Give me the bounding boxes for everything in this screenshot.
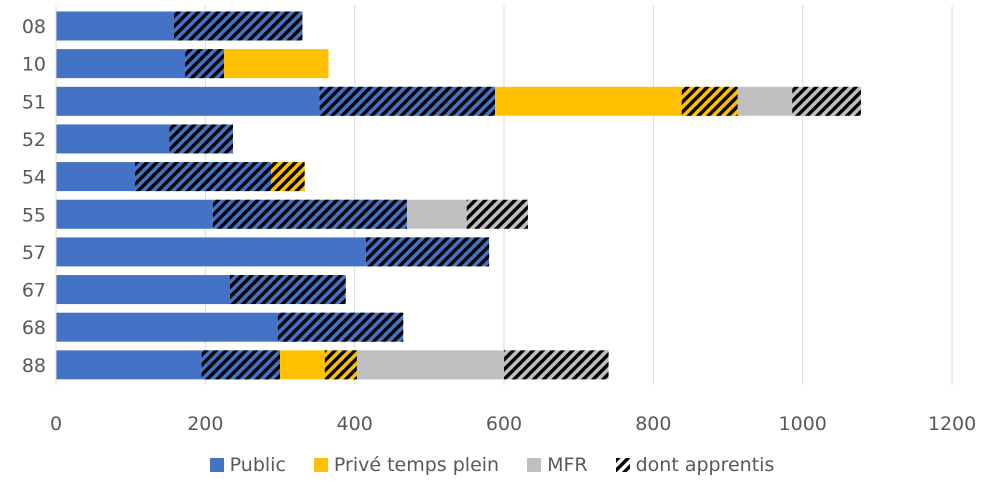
bar-10-priv-temps-plein[interactable] — [224, 49, 329, 79]
y-tick-label-88: 88 — [22, 355, 46, 377]
legend-swatch-apprentis — [615, 458, 630, 472]
y-tick-label-57: 57 — [22, 242, 46, 264]
bars — [56, 11, 861, 380]
y-tick-label-54: 54 — [22, 167, 46, 189]
legend-item-mfr[interactable]: MFR — [527, 454, 588, 476]
y-tick-label-68: 68 — [22, 317, 46, 339]
hatch-68-public — [277, 312, 404, 342]
y-tick-label-55: 55 — [22, 204, 46, 226]
legend-item-public[interactable]: Public — [209, 454, 286, 476]
bar-51-public[interactable] — [56, 86, 320, 116]
bar-55-mfr[interactable] — [406, 199, 467, 229]
hatch-51-public — [319, 86, 496, 116]
legend-swatch-public — [209, 458, 224, 472]
bar-67-public[interactable] — [56, 275, 230, 305]
x-tick-label-600: 600 — [486, 413, 522, 435]
hatch-88-public — [201, 350, 281, 380]
bar-88-public[interactable] — [56, 350, 202, 380]
legend-label-public: Public — [229, 454, 286, 476]
legend-label-prive: Privé temps plein — [333, 454, 500, 476]
bar-88-priv-temps-plein[interactable] — [280, 350, 325, 380]
hatch-08-public — [173, 11, 303, 41]
bar-08-public[interactable] — [56, 11, 174, 41]
hatch-54-priv-temps-plein — [271, 162, 305, 192]
hatch-88-mfr — [504, 350, 609, 380]
y-tick-label-67: 67 — [22, 280, 46, 302]
y-tick-label-10: 10 — [22, 54, 46, 76]
y-tick-label-08: 08 — [22, 16, 46, 38]
legend-label-apprentis: dont apprentis — [635, 454, 775, 476]
bar-88-mfr[interactable] — [356, 350, 505, 380]
hatch-57-public — [365, 237, 490, 267]
legend-swatch-prive — [313, 458, 328, 472]
x-tick-label-0: 0 — [50, 413, 62, 435]
axes: 0 200 400 600 800 1000 1200 08 10 51 52 54 55 57 67 68 8… — [22, 6, 976, 435]
hatch-10-public — [185, 49, 225, 79]
hatch-51-priv-temps-plein — [681, 86, 738, 116]
bar-55-public[interactable] — [56, 199, 213, 229]
legend-label-mfr: MFR — [547, 454, 588, 476]
x-tick-label-200: 200 — [187, 413, 223, 435]
hatch-51-mfr — [792, 86, 861, 116]
hatch-54-public — [135, 162, 272, 192]
y-tick-label-51: 51 — [22, 91, 46, 113]
bar-57-public[interactable] — [56, 237, 366, 267]
bar-10-public[interactable] — [56, 49, 186, 79]
x-tick-label-800: 800 — [635, 413, 671, 435]
bar-68-public[interactable] — [56, 312, 278, 342]
legend: Public Privé temps plein MFR dont appren… — [0, 452, 984, 478]
bar-51-mfr[interactable] — [737, 86, 793, 116]
hatch-52-public — [169, 124, 233, 154]
hatch-88-priv-temps-plein — [324, 350, 357, 380]
bar-51-priv-temps-plein[interactable] — [495, 86, 682, 116]
legend-item-apprentis[interactable]: dont apprentis — [615, 454, 775, 476]
x-tick-label-1200: 1200 — [928, 413, 976, 435]
x-tick-label-1000: 1000 — [779, 413, 827, 435]
x-tick-label-400: 400 — [337, 413, 373, 435]
bar-54-public[interactable] — [56, 162, 136, 192]
hatch-55-public — [212, 199, 407, 229]
hatch-55-mfr — [466, 199, 528, 229]
bar-52-public[interactable] — [56, 124, 170, 154]
y-tick-label-52: 52 — [22, 129, 46, 151]
legend-swatch-mfr — [527, 458, 542, 472]
hatch-67-public — [229, 275, 346, 305]
legend-item-prive[interactable]: Privé temps plein — [313, 454, 500, 476]
